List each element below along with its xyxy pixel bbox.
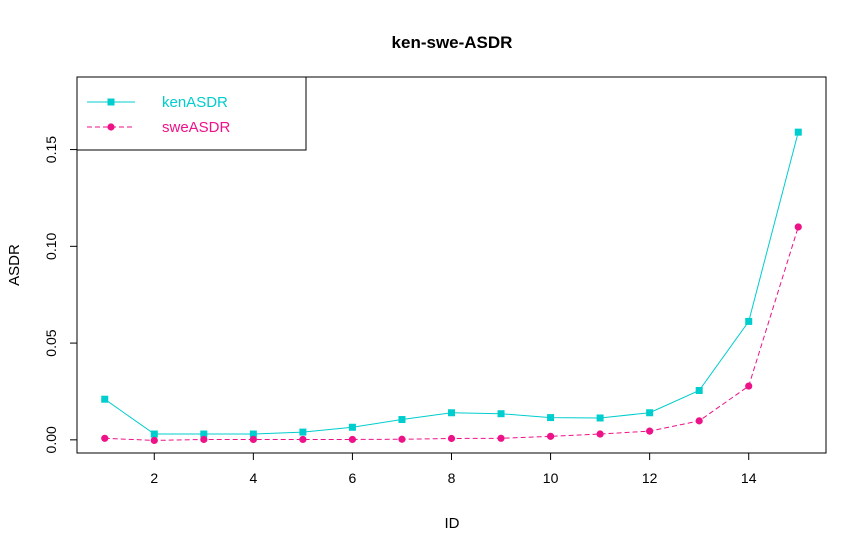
legend-marker-kenASDR (107, 98, 115, 106)
data-point-kenASDR (547, 414, 555, 422)
data-point-kenASDR (448, 409, 455, 417)
data-point-sweASDR (299, 435, 307, 444)
data-point-sweASDR (596, 430, 604, 438)
data-point-sweASDR (200, 435, 208, 444)
y-tick-label: 0.10 (43, 232, 59, 259)
x-axis-label: ID (445, 515, 460, 532)
data-point-sweASDR (794, 223, 802, 231)
y-tick-label: 0.15 (43, 136, 59, 163)
data-point-kenASDR (745, 317, 753, 325)
legend-marker-sweASDR (107, 123, 115, 131)
data-point-kenASDR (299, 428, 307, 436)
data-point-kenASDR (398, 416, 406, 424)
y-axis-label: ASDR (6, 244, 23, 286)
legend: kenASDR sweASDR (76, 76, 307, 151)
data-point-kenASDR (695, 386, 703, 394)
data-point-kenASDR (200, 430, 208, 438)
x-tick-label: 6 (349, 470, 357, 486)
data-point-sweASDR (101, 434, 109, 442)
chart-title: ken-swe-ASDR (392, 33, 513, 52)
x-tick-label: 2 (150, 470, 158, 486)
legend-label-sweASDR: sweASDR (162, 119, 231, 136)
y-axis: 0.00 0.05 0.10 0.15 (43, 136, 78, 453)
data-point-kenASDR (596, 414, 604, 422)
data-point-kenASDR (348, 423, 356, 431)
data-point-sweASDR (646, 427, 654, 435)
x-tick-label: 10 (543, 470, 559, 486)
data-point-sweASDR (695, 417, 703, 425)
data-point-sweASDR (497, 434, 505, 442)
series-kenASDR (101, 128, 802, 438)
x-tick-label: 8 (448, 470, 456, 486)
y-tick-label: 0.05 (43, 329, 59, 356)
data-point-kenASDR (101, 395, 109, 403)
data-point-sweASDR (348, 435, 357, 444)
data-point-sweASDR (150, 436, 158, 445)
data-point-sweASDR (249, 435, 257, 444)
x-tick-label: 14 (741, 470, 757, 486)
legend-label-kenASDR: kenASDR (162, 94, 228, 111)
data-point-sweASDR (546, 432, 555, 440)
series-layer (101, 128, 802, 445)
data-point-kenASDR (249, 430, 257, 438)
data-point-kenASDR (150, 430, 158, 438)
x-tick-label: 4 (249, 470, 257, 486)
data-point-kenASDR (646, 409, 654, 417)
series-sweASDR (101, 223, 802, 445)
x-tick-label: 12 (642, 470, 658, 486)
legend-box (76, 76, 307, 151)
data-point-kenASDR (497, 410, 505, 418)
data-point-kenASDR (794, 128, 802, 136)
data-point-sweASDR (745, 382, 753, 390)
x-axis: 2 4 6 8 10 12 14 (150, 452, 757, 486)
y-tick-label: 0.00 (43, 426, 59, 453)
data-point-sweASDR (398, 435, 406, 443)
data-point-sweASDR (447, 434, 456, 443)
series-line-kenASDR (104, 132, 799, 435)
series-line-sweASDR (104, 226, 799, 441)
legend-entries: kenASDR sweASDR (87, 94, 231, 136)
